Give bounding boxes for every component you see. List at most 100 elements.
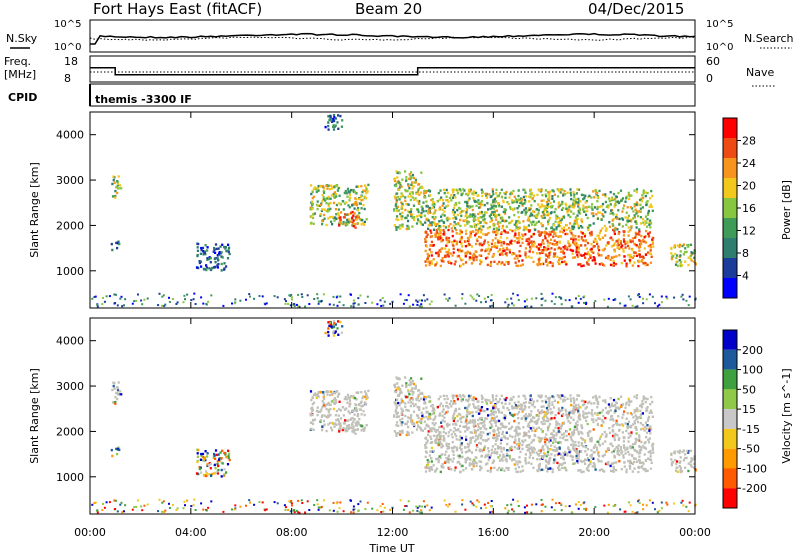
velocity-cell bbox=[452, 460, 454, 462]
power-cell bbox=[483, 241, 485, 243]
power-cell bbox=[358, 198, 360, 200]
power-cell bbox=[641, 256, 643, 258]
power-cell bbox=[183, 295, 185, 297]
power-cell bbox=[633, 243, 635, 245]
power-cell bbox=[430, 251, 432, 253]
power-cell bbox=[330, 221, 332, 223]
velocity-cell bbox=[311, 407, 313, 409]
velocity-cell bbox=[546, 446, 548, 448]
power-cell bbox=[404, 196, 406, 198]
power-cell bbox=[576, 249, 578, 251]
velocity-cell bbox=[321, 406, 323, 408]
power-cell bbox=[677, 244, 679, 246]
velocity-cell bbox=[557, 427, 559, 429]
velocity-cell bbox=[551, 417, 553, 419]
velocity-cell bbox=[577, 408, 579, 410]
power-cell bbox=[333, 202, 335, 204]
power-cell bbox=[627, 206, 629, 208]
power-cell bbox=[528, 200, 530, 202]
velocity-cell bbox=[502, 426, 504, 428]
velocity-cell bbox=[339, 321, 341, 323]
velocity-cell bbox=[575, 457, 577, 459]
velocity-cell bbox=[525, 432, 527, 434]
power-cell bbox=[526, 305, 528, 307]
power-cell bbox=[561, 228, 563, 230]
velocity-cell bbox=[514, 440, 516, 442]
velocity-cell bbox=[528, 447, 530, 449]
power-cell bbox=[464, 303, 466, 305]
power-cell bbox=[443, 211, 445, 213]
velocity-cell bbox=[441, 453, 443, 455]
power-cell bbox=[554, 240, 556, 242]
power-cell bbox=[397, 226, 399, 228]
velocity-cell bbox=[616, 420, 618, 422]
power-cell bbox=[431, 235, 433, 237]
power-cell bbox=[465, 233, 467, 235]
power-cell bbox=[566, 224, 568, 226]
power-cell bbox=[550, 239, 552, 241]
power-cell bbox=[114, 182, 116, 184]
power-cell bbox=[568, 243, 570, 245]
power-cell bbox=[335, 195, 337, 197]
velocity-cell bbox=[424, 466, 426, 468]
power-cell bbox=[628, 295, 630, 297]
velocity-cell bbox=[581, 432, 583, 434]
power-cell bbox=[564, 193, 566, 195]
velocity-cell bbox=[614, 439, 616, 441]
power-cell bbox=[333, 114, 335, 116]
power-cell bbox=[620, 246, 622, 248]
power-cell bbox=[502, 248, 504, 250]
velocity-cell bbox=[594, 412, 596, 414]
power-cell bbox=[354, 197, 356, 199]
power-cell bbox=[514, 196, 516, 198]
power-cell bbox=[465, 213, 467, 215]
power-cell bbox=[488, 244, 490, 246]
velocity-cell bbox=[458, 413, 460, 415]
power-cell bbox=[545, 207, 547, 209]
velocity-cell bbox=[465, 419, 467, 421]
power-cell bbox=[630, 206, 632, 208]
noise-left-tick-top: 10^5 bbox=[54, 19, 81, 30]
power-cell bbox=[364, 208, 366, 210]
power-cell bbox=[577, 263, 579, 265]
power-cell bbox=[313, 298, 315, 300]
velocity-cell bbox=[639, 452, 641, 454]
velocity-cell bbox=[640, 441, 642, 443]
power-cell bbox=[494, 242, 496, 244]
velocity-cell bbox=[506, 432, 508, 434]
velocity-cell bbox=[588, 401, 590, 403]
power-cell bbox=[541, 293, 543, 295]
power-cell bbox=[546, 264, 548, 266]
power-cell bbox=[495, 200, 497, 202]
power-cell bbox=[501, 261, 503, 263]
velocity-cell bbox=[432, 410, 434, 412]
power-cell bbox=[482, 204, 484, 206]
velocity-cell bbox=[408, 410, 410, 412]
velocity-cell bbox=[341, 332, 343, 334]
power-cell bbox=[473, 257, 475, 259]
power-cell bbox=[575, 238, 577, 240]
power-cell bbox=[452, 197, 454, 199]
power-cell bbox=[469, 244, 471, 246]
velocity-cell bbox=[477, 405, 479, 407]
power-cell bbox=[420, 221, 422, 223]
power-cell bbox=[675, 257, 677, 259]
power-cell bbox=[610, 191, 612, 193]
velocity-cell bbox=[615, 469, 617, 471]
power-cell bbox=[618, 223, 620, 225]
velocity-cell bbox=[549, 437, 551, 439]
power-cell bbox=[288, 294, 290, 296]
velocity-cell bbox=[646, 424, 648, 426]
power-cell bbox=[393, 178, 395, 180]
velocity-cell bbox=[626, 426, 628, 428]
velocity-cell bbox=[521, 444, 523, 446]
velocity-cell bbox=[356, 392, 358, 394]
power-cell bbox=[579, 200, 581, 202]
velocity-cell bbox=[544, 443, 546, 445]
power-cell bbox=[610, 259, 612, 261]
power-cell bbox=[408, 294, 410, 296]
velocity-cell bbox=[457, 420, 459, 422]
power-cell bbox=[514, 201, 516, 203]
power-cell bbox=[629, 259, 631, 261]
power-cell bbox=[673, 297, 675, 299]
